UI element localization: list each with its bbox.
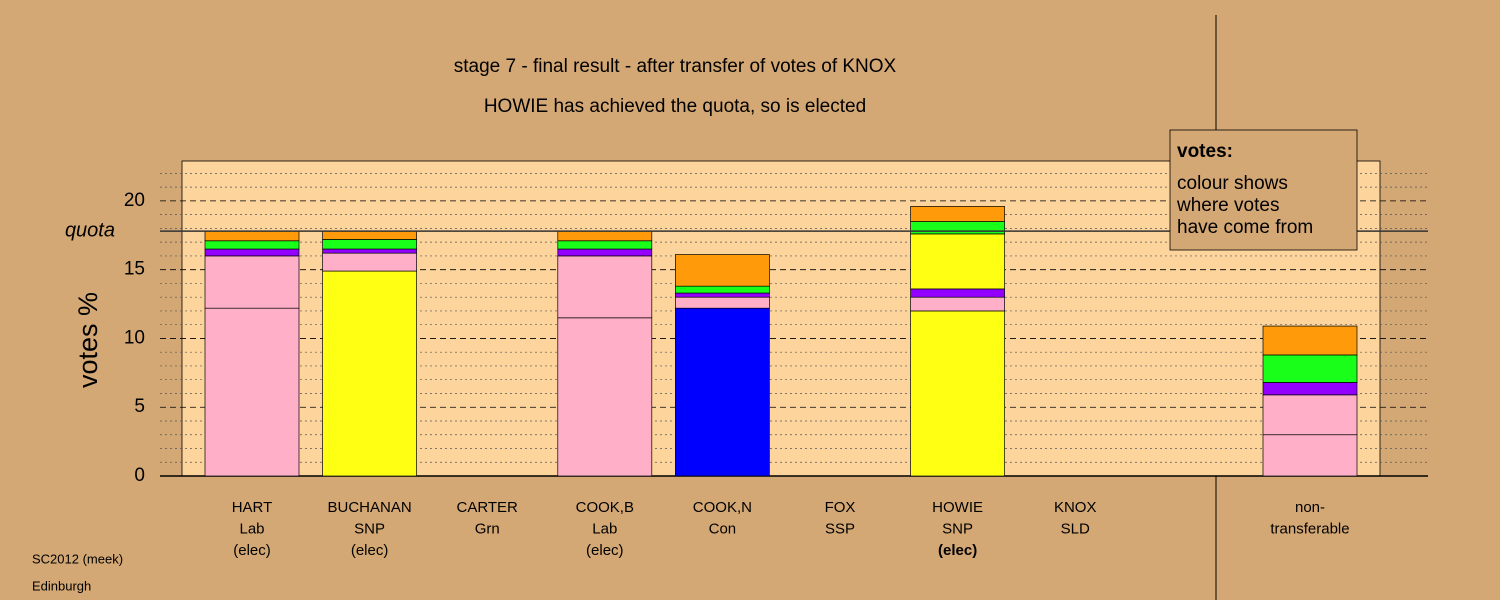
x-tick-label: (elec) <box>938 542 977 559</box>
bar-segment <box>204 248 300 257</box>
x-tick-label: COOK,B <box>576 499 634 516</box>
bar-segment <box>910 206 1005 222</box>
legend-text: colour shows <box>1177 173 1288 194</box>
y-tick-label: 5 <box>134 396 145 417</box>
y-tick-label: 10 <box>124 327 145 348</box>
bar-segment <box>557 317 653 477</box>
x-tick-label: FOX <box>825 499 856 516</box>
chart-subtitle: HOWIE has achieved the quota, so is elec… <box>484 96 866 117</box>
bar-segment <box>557 255 653 319</box>
bar-segment <box>557 230 653 242</box>
bar-segment <box>910 233 1005 290</box>
footer-text: Edinburgh <box>32 578 91 593</box>
x-tick-label: SNP <box>942 520 973 537</box>
x-tick-label: SNP <box>354 520 385 537</box>
bar-segment <box>910 221 1005 235</box>
bar-segment <box>322 239 417 250</box>
x-tick-label: SLD <box>1061 520 1090 537</box>
legend-box <box>1169 129 1358 251</box>
legend-text: have come from <box>1177 217 1313 238</box>
bar-segment <box>910 310 1005 477</box>
x-tick-label: SSP <box>825 520 855 537</box>
bar-segment <box>322 270 417 477</box>
bar-segment <box>675 296 770 309</box>
x-tick-label: COOK,N <box>693 499 752 516</box>
y-axis-label: votes % <box>73 292 103 388</box>
bar-segment <box>204 230 300 242</box>
x-tick-label: HOWIE <box>932 499 983 516</box>
bar-segment <box>675 285 770 294</box>
bar-segment <box>557 248 653 257</box>
x-tick-label: Lab <box>239 520 264 537</box>
footer-text: SC2012 (meek) <box>32 551 123 566</box>
x-tick-label: (elec) <box>351 542 389 559</box>
y-tick-label: 20 <box>124 190 145 211</box>
bar-segment <box>675 307 770 477</box>
bar-segment <box>557 240 653 250</box>
x-tick-label: (elec) <box>233 542 271 559</box>
bar-segment <box>1262 325 1358 356</box>
x-tick-label: transferable <box>1270 520 1349 537</box>
x-tick-label: BUCHANAN <box>328 499 412 516</box>
x-tick-label: Con <box>709 520 737 537</box>
legend-text: where votes <box>1176 195 1279 216</box>
x-tick-label: KNOX <box>1054 499 1097 516</box>
bar-segment <box>204 307 300 477</box>
bar-segment <box>1262 394 1358 436</box>
bar-segment <box>1262 434 1358 477</box>
x-tick-label: (elec) <box>586 542 624 559</box>
bar-segment <box>910 296 1005 312</box>
chart-title: stage 7 - final result - after transfer … <box>454 56 897 77</box>
x-tick-label: HART <box>232 499 273 516</box>
bar-segment <box>1262 382 1358 396</box>
y-tick-label: 0 <box>134 465 145 486</box>
bar-segment <box>204 240 300 250</box>
bar-segment <box>675 292 770 298</box>
x-tick-label: CARTER <box>456 499 518 516</box>
legend-title: votes: <box>1177 141 1233 162</box>
bar-segment <box>1262 354 1358 383</box>
bar-segment <box>322 230 417 240</box>
bar-segment <box>675 254 770 287</box>
y-tick-label: 15 <box>124 259 145 280</box>
bar-segment <box>910 288 1005 298</box>
x-tick-label: Grn <box>475 520 500 537</box>
x-tick-label: non- <box>1295 499 1325 516</box>
bar-segment <box>322 248 417 254</box>
bar-segment <box>322 252 417 272</box>
bar-segment <box>204 255 300 309</box>
quota-label: quota <box>65 219 115 241</box>
x-tick-label: Lab <box>592 520 617 537</box>
